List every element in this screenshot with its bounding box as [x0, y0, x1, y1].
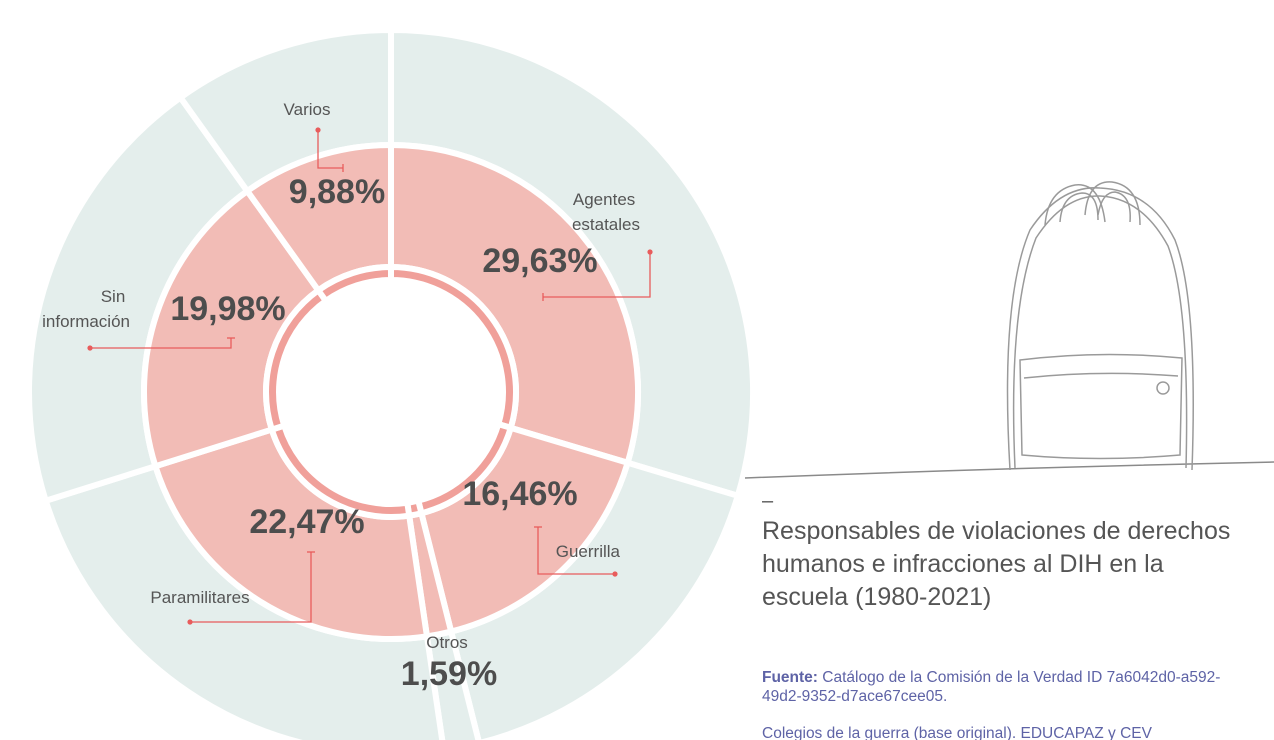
- leader-dot: [87, 345, 93, 351]
- source-text: Catálogo de la Comisión de la Verdad ID …: [762, 669, 1221, 705]
- category-label: Otros: [426, 633, 468, 652]
- leader-line: [537, 527, 615, 575]
- chart-title: Responsables de violaciones de derechos …: [762, 517, 1231, 611]
- center-hole: [281, 282, 501, 502]
- leader-line: [90, 338, 232, 349]
- value-label: 22,47%: [249, 503, 364, 541]
- note: Colegios de la guerra (base original). E…: [762, 725, 1152, 740]
- source-label: Fuente:: [762, 669, 818, 686]
- leader-dot: [315, 127, 321, 133]
- inner-slice: [314, 263, 394, 306]
- value-label: 1,59%: [401, 655, 497, 693]
- leader-line: [190, 552, 312, 623]
- value-label: 9,88%: [289, 173, 385, 211]
- backpack: [744, 181, 1274, 479]
- title-marker: –: [762, 490, 774, 512]
- leader-line: [543, 252, 651, 298]
- category-label: Varios: [284, 100, 331, 119]
- category-label: Sin información: [42, 287, 130, 331]
- leader-line: [317, 130, 343, 169]
- category-label: Agentes estatales: [572, 190, 640, 234]
- leader-dot: [647, 249, 653, 255]
- category-label: Paramilitares: [150, 588, 249, 607]
- value-label: 29,63%: [482, 242, 597, 280]
- value-label: 16,46%: [462, 475, 577, 513]
- value-label: 19,98%: [170, 290, 285, 328]
- leader-dot: [612, 571, 618, 577]
- category-label: Guerrilla: [556, 542, 621, 561]
- leader-dot: [187, 619, 193, 625]
- source: Fuente: Catálogo de la Comisión de la Ve…: [762, 668, 1232, 706]
